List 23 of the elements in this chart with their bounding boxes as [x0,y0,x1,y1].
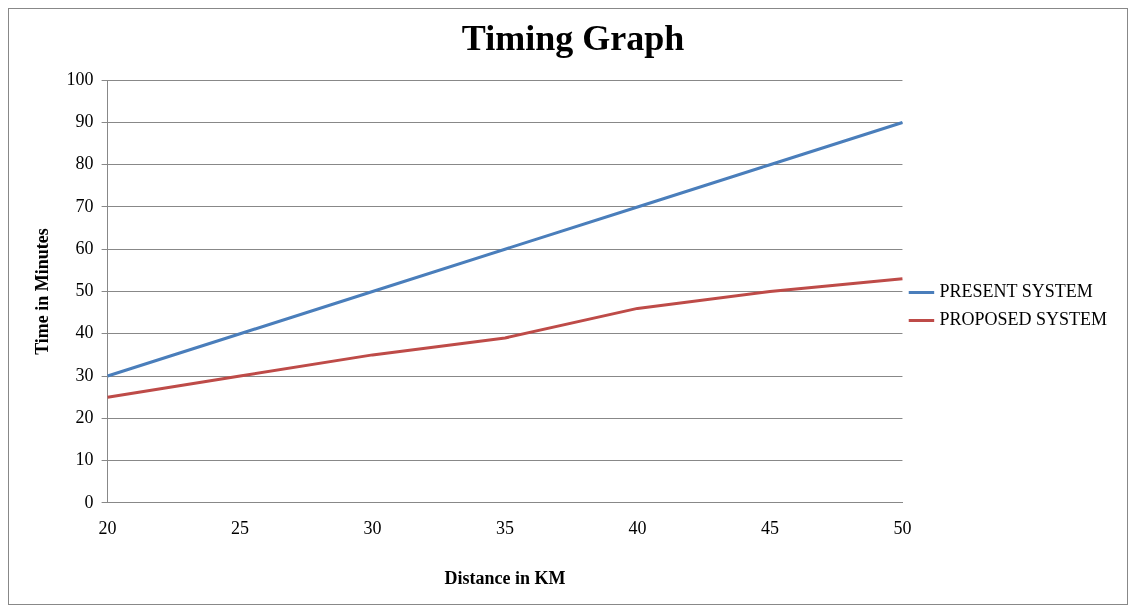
y-tick-label: 50 [75,280,94,301]
y-tick-label: 10 [75,449,94,470]
x-tick-label: 30 [363,518,382,539]
y-tick-label: 80 [75,153,94,174]
y-tick-label: 90 [75,111,94,132]
y-axis-title: Time in Minutes [32,228,53,355]
legend-label: PROPOSED SYSTEM [939,309,1107,330]
legend-label: PRESENT SYSTEM [939,281,1093,302]
x-tick-label: 40 [628,518,647,539]
x-tick-label: 45 [760,518,779,539]
chart-title: Timing Graph [461,17,685,58]
x-tick-label: 35 [496,518,515,539]
y-tick-label: 40 [75,322,94,343]
x-axis-title: Distance in KM [444,567,566,588]
y-tick-label: 100 [66,68,94,89]
x-tick-label: 20 [98,518,117,539]
y-tick-label: 20 [75,407,94,428]
x-tick-label: 25 [231,518,250,539]
y-tick-label: 70 [75,195,94,216]
y-tick-label: 60 [75,237,94,258]
y-tick-label: 30 [75,364,94,385]
y-tick-label: 0 [84,491,94,512]
x-tick-label: 50 [893,518,912,539]
